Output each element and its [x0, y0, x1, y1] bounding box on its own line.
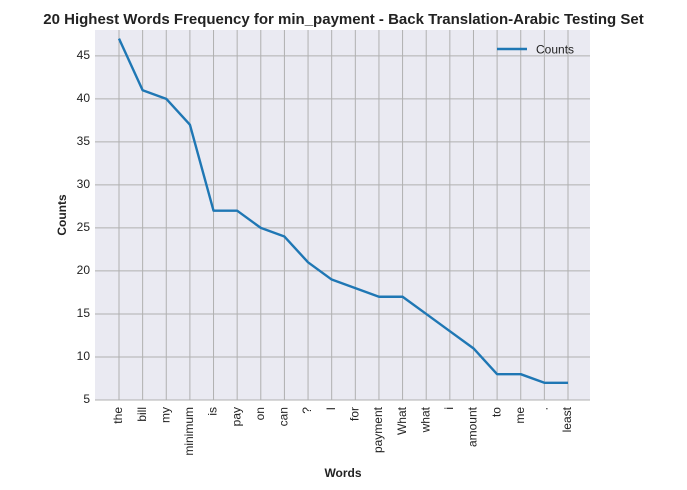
- x-tick-label: minimum: [182, 407, 196, 456]
- x-tick-label: .: [537, 407, 551, 410]
- legend: Counts: [497, 43, 574, 57]
- x-tick-label: on: [253, 407, 267, 420]
- x-grid-lines: [118, 30, 569, 400]
- y-grid-lines: [95, 55, 590, 401]
- x-tick-label: ?: [300, 407, 314, 414]
- y-tick-label: 20: [77, 263, 91, 277]
- x-tick-label: I: [324, 407, 338, 410]
- series-line-counts: [117, 38, 568, 384]
- y-tick-label: 40: [77, 91, 91, 105]
- legend-label: Counts: [536, 43, 574, 57]
- y-tick-label: 25: [77, 220, 91, 234]
- chart-title: 20 Highest Words Frequency for min_payme…: [43, 11, 643, 28]
- y-tick-label: 15: [77, 306, 91, 320]
- x-tick-label: bill: [135, 407, 149, 422]
- x-tick-label: me: [513, 407, 527, 424]
- y-tick-label: 45: [77, 48, 91, 62]
- x-tick-label: the: [111, 407, 125, 424]
- x-tick-label: to: [489, 407, 503, 417]
- x-tick-label: pay: [229, 407, 243, 426]
- series-lines: [117, 38, 568, 384]
- y-tick-label: 30: [77, 177, 91, 191]
- x-tick-label: for: [347, 407, 361, 421]
- x-tick-label: payment: [371, 406, 385, 453]
- x-tick-label: can: [277, 407, 291, 426]
- x-tick-label: least: [560, 406, 574, 432]
- y-tick-labels: 5 10 15 20 25 30 35 40 45: [77, 48, 91, 406]
- x-tick-label: amount: [466, 406, 480, 447]
- plot-area: [95, 30, 590, 400]
- y-axis-label: Counts: [55, 194, 69, 236]
- x-axis-label: Words: [324, 466, 361, 480]
- y-tick-label: 5: [83, 392, 90, 406]
- x-tick-label: is: [206, 407, 220, 416]
- x-tick-label: my: [158, 407, 172, 423]
- x-tick-label: What: [395, 406, 409, 435]
- x-tick-label: what: [418, 406, 432, 433]
- x-tick-label: i: [442, 407, 456, 410]
- y-tick-label: 10: [77, 349, 91, 363]
- y-tick-label: 35: [77, 134, 91, 148]
